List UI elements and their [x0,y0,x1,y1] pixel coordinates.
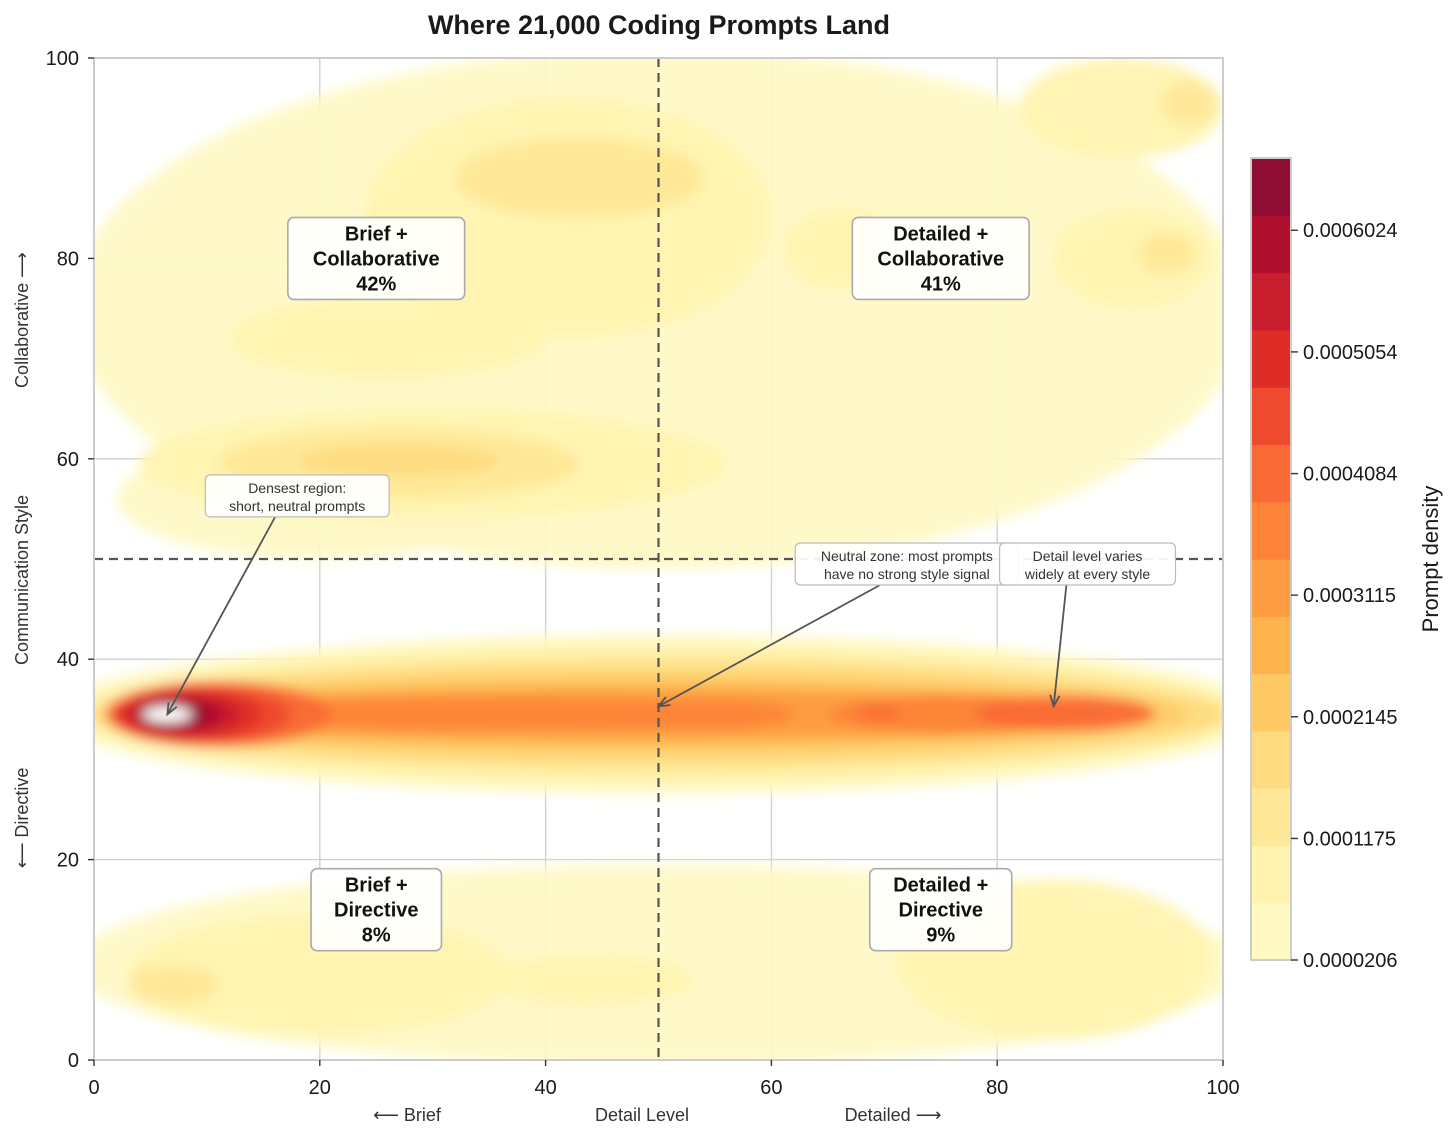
colorbar-level [1251,616,1291,675]
annotation: Densest region: short, neutral prompts [166,474,390,717]
colorbar-level [1251,329,1291,388]
annotation-arrow [658,584,881,708]
y-axis-ticks: 0 20 40 60 80 100 [46,48,94,1072]
quadrant-label-text: 41% [921,273,961,295]
annotation-arrowhead [1049,694,1061,709]
annotation-text: short, neutral prompts [229,498,365,514]
density-contour-neutral [613,699,794,730]
y-tick-label: 60 [57,449,79,471]
density-contour-collaborative [1160,81,1218,126]
quadrant-label: Brief + Collaborative 42% [287,216,466,301]
quadrant-label-box [310,867,443,952]
annotation-text: Detail level varies [1033,548,1143,564]
colorbar-tick-label: 0.0000206 [1303,950,1398,972]
annotation-arrow [166,516,276,715]
colorbar-level [1251,158,1291,216]
quadrant-label-box [851,216,1030,301]
density-contour-collaborative [229,298,546,379]
colorbar-level [1251,272,1291,331]
quadrant-label-box [287,216,466,301]
y-tick-label: 100 [46,48,79,70]
x-axis-low-label: ⟵ Brief [373,1105,442,1125]
quadrant-label-text: Collaborative [877,248,1004,270]
colorbar-level [1251,215,1291,274]
colorbar-level [1251,673,1291,732]
quadrant-label: Detailed + Collaborative 41% [851,216,1030,301]
colorbar-tick-label: 0.0003115 [1303,585,1396,607]
y-tick-label: 80 [57,248,79,270]
density-contour-collaborative [455,138,704,219]
annotation-box [204,474,390,518]
x-axis-label: Detail Level [595,1105,689,1125]
density-contour-neutral [856,706,902,721]
colorbar-level [1251,501,1291,560]
quadrant-dividers [94,58,1223,1060]
x-axis-ticks: 0 20 40 60 80 100 [88,1060,1240,1099]
y-axis-low-label: ⟵ Directive [12,768,32,869]
quadrant-label-text: 42% [356,273,396,295]
colorbar-level [1251,387,1291,446]
density-contour-collaborative [1053,208,1212,309]
density-contour-collaborative [1019,58,1223,159]
annotation: Neutral zone: most prompts have no strong… [656,542,1020,708]
colorbar-level [1251,444,1291,503]
x-axis-high-label: Detailed ⟶ [845,1105,942,1125]
quadrant-label-text: Directive [334,900,419,922]
colorbar-label: Prompt density [1418,486,1443,633]
quadrant-label-text: Brief + [345,875,408,897]
annotation-box [998,542,1177,586]
density-contour-collaborative [297,444,501,477]
x-tick-label: 80 [986,1077,1008,1099]
annotation-arrow [1052,584,1068,707]
colorbar-tick-label: 0.0006024 [1303,220,1398,242]
annotations: Densest region: short, neutral prompts Neu… [166,474,1177,717]
annotation-text: widely at every style [1024,566,1150,582]
annotation-text: Neutral zone: most prompts [821,548,993,564]
colorbar-level [1251,845,1291,904]
annotation-arrowhead [656,696,671,708]
colorbar-level [1251,559,1291,617]
y-axis-label: Communication Style [12,495,32,665]
colorbar-tick-label: 0.0001175 [1303,828,1396,850]
quadrant-label: Brief + Directive 8% [310,867,443,952]
x-tick-label: 0 [88,1077,99,1099]
colorbar-tick-label: 0.0004084 [1303,464,1398,486]
annotation-arrowhead [166,702,178,717]
quadrant-labels: Brief + Collaborative 42% Detailed + Collabo… [287,216,1030,952]
density-contour-collaborative [1138,233,1195,274]
y-tick-label: 20 [57,850,79,872]
quadrant-label-text: 9% [926,925,955,947]
x-tick-label: 100 [1206,1077,1239,1099]
x-tick-label: 20 [309,1077,331,1099]
quadrant-label-text: Detailed + [893,875,988,897]
quadrant-label: Detailed + Directive 9% [868,867,1013,952]
x-tick-label: 40 [534,1077,556,1099]
density-contour-neutral [974,695,1156,732]
density-contour-directive [127,964,219,1005]
colorbar-frame [1250,157,1292,961]
density-contour-directive [489,954,693,1005]
quadrant-label-text: Directive [899,900,984,922]
annotation: Detail level varies widely at every style [998,542,1177,709]
y-tick-label: 0 [68,1050,79,1072]
annotation-text: have no strong style signal [824,566,990,582]
colorbar-level [1251,730,1291,789]
annotation-text: Densest region: [248,480,346,496]
colorbar-level [1251,902,1291,961]
x-tick-label: 60 [760,1077,782,1099]
chart-title: Where 21,000 Coding Prompts Land [428,10,890,40]
y-tick-label: 40 [57,649,79,671]
y-axis-high-label: Collaborative ⟶ [12,252,32,388]
quadrant-label-box [868,867,1013,952]
quadrant-label-text: Detailed + [893,223,988,245]
quadrant-label-text: Brief + [345,223,408,245]
colorbar-tick-label: 0.0002145 [1303,707,1398,729]
plot-frame [93,57,1224,1061]
colorbar-level [1251,788,1291,847]
colorbar: 0.0000206 0.0001175 0.0002145 0.0003115 0.00… [1250,157,1398,972]
quadrant-label-text: 8% [362,925,391,947]
colorbar-tick-label: 0.0005054 [1303,342,1398,364]
quadrant-label-text: Collaborative [313,248,440,270]
